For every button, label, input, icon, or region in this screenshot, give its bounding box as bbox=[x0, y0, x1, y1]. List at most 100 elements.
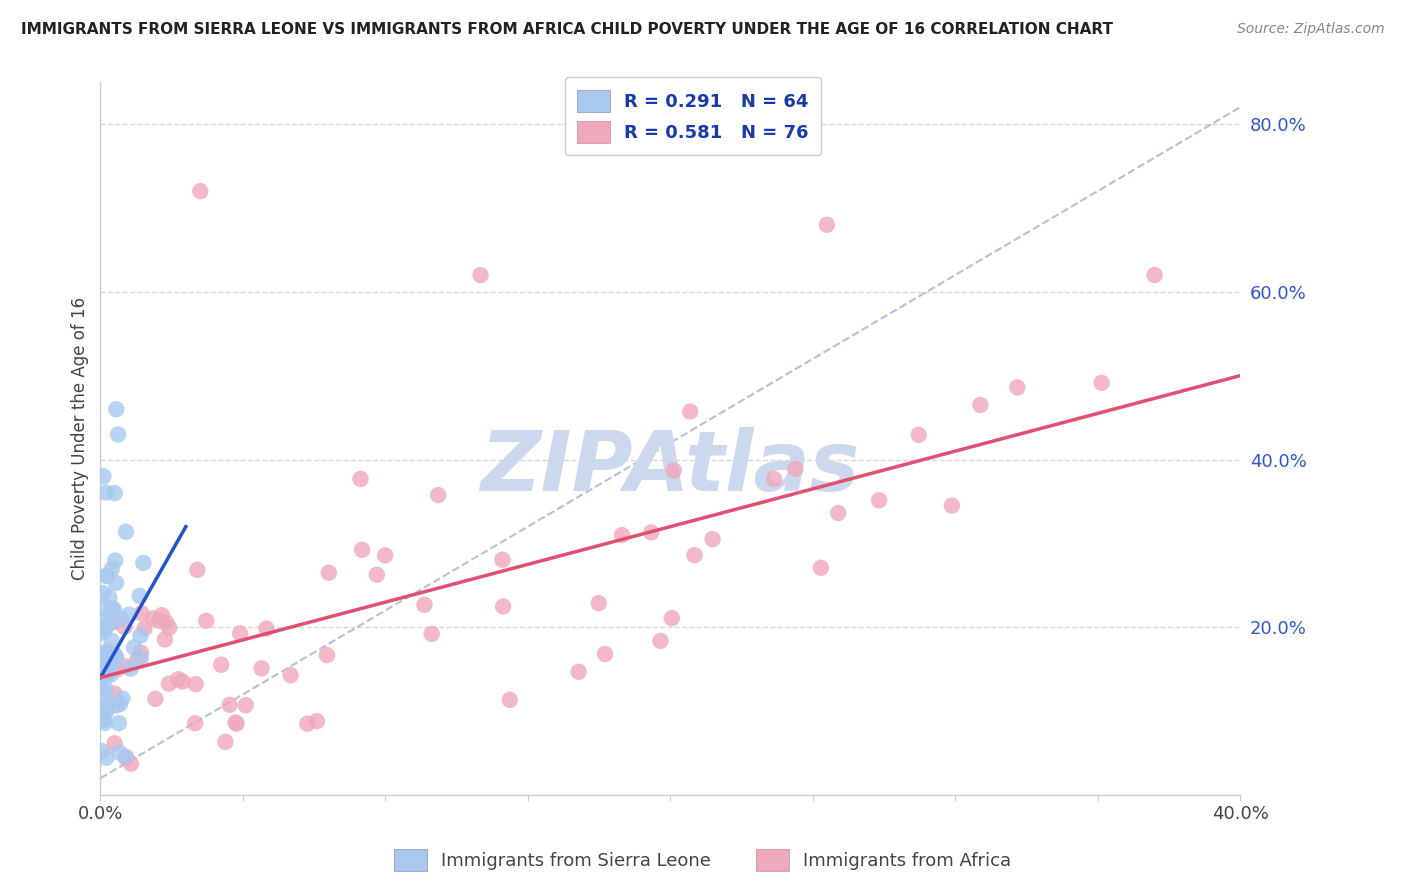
Point bbox=[93, 469, 115, 483]
Point bbox=[763, 472, 786, 486]
Point bbox=[1090, 376, 1112, 390]
Point bbox=[91, 586, 114, 600]
Y-axis label: Child Poverty Under the Age of 16: Child Poverty Under the Age of 16 bbox=[72, 297, 89, 580]
Point bbox=[593, 647, 616, 661]
Point bbox=[167, 672, 190, 686]
Point bbox=[195, 614, 218, 628]
Point bbox=[96, 568, 118, 582]
Point bbox=[229, 626, 252, 640]
Point bbox=[96, 485, 118, 500]
Point bbox=[110, 612, 132, 626]
Point bbox=[280, 668, 302, 682]
Legend: R = 0.291   N = 64, R = 0.581   N = 76: R = 0.291 N = 64, R = 0.581 N = 76 bbox=[565, 77, 821, 155]
Point bbox=[101, 562, 124, 576]
Point bbox=[90, 702, 112, 716]
Point bbox=[93, 689, 115, 703]
Point bbox=[104, 648, 127, 663]
Point bbox=[94, 620, 117, 634]
Point bbox=[98, 616, 121, 631]
Text: ZIPAtlas: ZIPAtlas bbox=[481, 426, 860, 508]
Point bbox=[420, 627, 443, 641]
Point bbox=[120, 756, 142, 771]
Point bbox=[250, 661, 273, 675]
Point bbox=[150, 608, 173, 623]
Point bbox=[1007, 380, 1029, 394]
Point bbox=[349, 472, 371, 486]
Point bbox=[810, 561, 832, 575]
Point bbox=[100, 633, 122, 648]
Point bbox=[969, 398, 991, 412]
Point bbox=[815, 218, 838, 232]
Point bbox=[305, 714, 328, 728]
Point bbox=[153, 632, 176, 647]
Point bbox=[91, 668, 114, 682]
Point bbox=[114, 749, 136, 764]
Point bbox=[103, 653, 125, 667]
Point bbox=[131, 607, 153, 621]
Point bbox=[104, 553, 127, 567]
Point bbox=[1143, 268, 1166, 282]
Text: IMMIGRANTS FROM SIERRA LEONE VS IMMIGRANTS FROM AFRICA CHILD POVERTY UNDER THE A: IMMIGRANTS FROM SIERRA LEONE VS IMMIGRAN… bbox=[21, 22, 1114, 37]
Point bbox=[93, 648, 115, 662]
Point bbox=[491, 552, 513, 566]
Point bbox=[93, 665, 115, 679]
Point bbox=[184, 716, 207, 731]
Point bbox=[104, 615, 127, 629]
Point bbox=[186, 563, 208, 577]
Point bbox=[108, 745, 131, 759]
Point bbox=[103, 602, 125, 616]
Point bbox=[640, 525, 662, 540]
Point bbox=[91, 665, 114, 680]
Point bbox=[218, 698, 240, 712]
Point bbox=[108, 697, 131, 711]
Point bbox=[132, 556, 155, 570]
Point bbox=[90, 670, 112, 684]
Point bbox=[101, 648, 124, 663]
Point bbox=[107, 716, 129, 731]
Point bbox=[91, 651, 114, 665]
Point bbox=[145, 691, 167, 706]
Point bbox=[105, 663, 128, 677]
Point bbox=[93, 713, 115, 727]
Point bbox=[104, 648, 127, 662]
Point bbox=[114, 620, 136, 634]
Point bbox=[184, 677, 207, 691]
Point bbox=[785, 462, 807, 476]
Point bbox=[316, 648, 339, 662]
Point bbox=[650, 633, 672, 648]
Point bbox=[96, 644, 118, 658]
Point bbox=[683, 548, 706, 562]
Point bbox=[101, 656, 124, 670]
Point bbox=[827, 506, 849, 520]
Point bbox=[318, 566, 340, 580]
Point bbox=[352, 542, 374, 557]
Point bbox=[374, 549, 396, 563]
Point bbox=[129, 628, 152, 642]
Point bbox=[235, 698, 257, 712]
Point bbox=[907, 428, 929, 442]
Point bbox=[107, 427, 129, 442]
Point bbox=[115, 524, 138, 539]
Point bbox=[366, 567, 388, 582]
Point bbox=[98, 647, 121, 661]
Point bbox=[105, 402, 128, 417]
Point bbox=[100, 668, 122, 682]
Point bbox=[868, 493, 890, 508]
Point bbox=[702, 532, 724, 546]
Point bbox=[91, 709, 114, 723]
Point bbox=[128, 589, 150, 603]
Point bbox=[93, 623, 115, 637]
Point bbox=[157, 676, 180, 690]
Point bbox=[122, 640, 145, 655]
Point bbox=[105, 650, 128, 665]
Point bbox=[941, 499, 963, 513]
Point bbox=[129, 651, 152, 665]
Point bbox=[254, 622, 277, 636]
Point bbox=[90, 682, 112, 697]
Point bbox=[661, 611, 683, 625]
Point bbox=[105, 698, 128, 713]
Point bbox=[214, 735, 236, 749]
Point bbox=[96, 667, 118, 681]
Point bbox=[96, 698, 118, 713]
Point bbox=[96, 569, 118, 583]
